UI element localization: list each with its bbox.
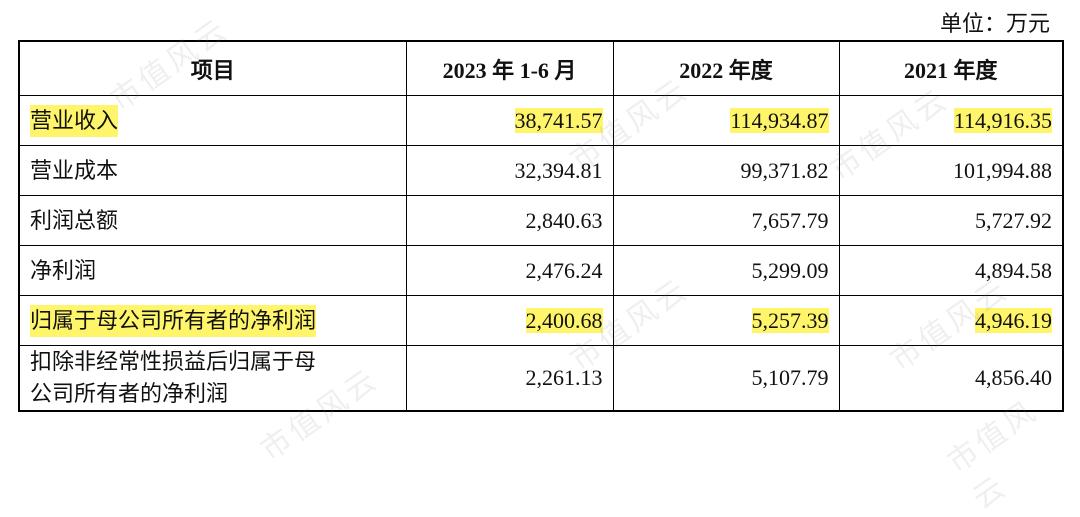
- row-label-cell: 扣除非经常性损益后归属于母公司所有者的净利润: [18, 345, 407, 412]
- header-cell: 2022 年度: [612, 40, 840, 96]
- cell-value: 2,400.68: [525, 307, 603, 333]
- table-row: 营业成本 32,394.81 99,371.82 101,994.88: [18, 145, 1064, 196]
- value-cell: 2,400.68: [405, 295, 614, 346]
- cell-value: 101,994.88: [953, 157, 1052, 183]
- value-cell: 5,299.09: [612, 245, 840, 296]
- header-cell: 2023 年 1-6 月: [405, 40, 614, 96]
- table-row: 归属于母公司所有者的净利润 2,400.68 5,257.39 4,946.19: [18, 295, 1064, 346]
- row-label: 营业收入: [30, 104, 119, 137]
- value-cell: 5,257.39: [612, 295, 840, 346]
- cell-value: 7,657.79: [751, 207, 829, 233]
- row-label-cell: 利润总额: [18, 195, 407, 246]
- row-label: 利润总额: [30, 207, 119, 233]
- cell-value: 32,394.81: [514, 157, 603, 183]
- cell-value: 5,727.92: [975, 207, 1052, 233]
- table-row: 扣除非经常性损益后归属于母公司所有者的净利润 2,261.13 5,107.79 4,…: [18, 345, 1064, 412]
- row-label-cell: 营业成本: [18, 145, 407, 196]
- cell-value: 5,257.39: [751, 307, 829, 333]
- row-label: 扣除非经常性损益后归属于母公司所有者的净利润: [30, 349, 317, 406]
- table-row: 营业收入 38,741.57 114,934.87 114,916.35: [18, 95, 1064, 146]
- cell-value: 4,894.58: [975, 257, 1052, 283]
- value-cell: 2,840.63: [405, 195, 614, 246]
- cell-value: 99,371.82: [740, 157, 829, 183]
- table-row: 净利润 2,476.24 5,299.09 4,894.58: [18, 245, 1064, 296]
- table-body: 营业收入 38,741.57 114,934.87 114,916.35 营业成本 32,…: [18, 95, 1064, 412]
- cell-value: 2,840.63: [525, 207, 603, 233]
- table-row: 利润总额 2,840.63 7,657.79 5,727.92: [18, 195, 1064, 246]
- unit-note: 单位：万元: [939, 11, 1050, 36]
- cell-value: 5,107.79: [751, 365, 829, 390]
- value-cell: 4,894.58: [838, 245, 1064, 296]
- row-label: 营业成本: [30, 157, 119, 183]
- cell-value: 38,741.57: [514, 107, 603, 133]
- data-table: 项目 2023 年 1-6 月 2022 年度 2021 年度 营业收入 38,741.…: [18, 40, 1064, 412]
- value-cell: 4,946.19: [838, 295, 1064, 346]
- value-cell: 101,994.88: [838, 145, 1064, 196]
- cell-value: 2,476.24: [525, 257, 603, 283]
- value-cell: 2,476.24: [405, 245, 614, 296]
- row-label: 净利润: [30, 257, 97, 283]
- row-label: 归属于母公司所有者的净利润: [30, 304, 316, 337]
- row-label-cell: 营业收入: [18, 95, 407, 146]
- value-cell: 7,657.79: [612, 195, 840, 246]
- page: 单位：万元 项目 2023 年 1-6 月 2022 年度 2021 年度 营业收入 3…: [18, 11, 1064, 516]
- row-label-cell: 净利润: [18, 245, 407, 296]
- cell-value: 114,916.35: [953, 107, 1052, 133]
- value-cell: 114,916.35: [838, 95, 1064, 146]
- value-cell: 32,394.81: [405, 145, 614, 196]
- cell-value: 114,934.87: [730, 107, 829, 133]
- header-cell: 2021 年度: [838, 40, 1064, 96]
- cell-value: 4,856.40: [975, 365, 1052, 390]
- value-cell: 4,856.40: [838, 345, 1064, 412]
- value-cell: 114,934.87: [612, 95, 840, 146]
- cell-value: 2,261.13: [525, 365, 603, 390]
- value-cell: 2,261.13: [405, 345, 614, 412]
- cell-value: 4,946.19: [975, 307, 1052, 333]
- value-cell: 5,727.92: [838, 195, 1064, 246]
- value-cell: 5,107.79: [612, 345, 840, 412]
- header-row: 项目 2023 年 1-6 月 2022 年度 2021 年度: [18, 40, 1064, 96]
- value-cell: 38,741.57: [405, 95, 614, 146]
- cell-value: 5,299.09: [751, 257, 829, 283]
- header-cell: 项目: [18, 40, 407, 96]
- value-cell: 99,371.82: [612, 145, 840, 196]
- row-label-cell: 归属于母公司所有者的净利润: [18, 295, 407, 346]
